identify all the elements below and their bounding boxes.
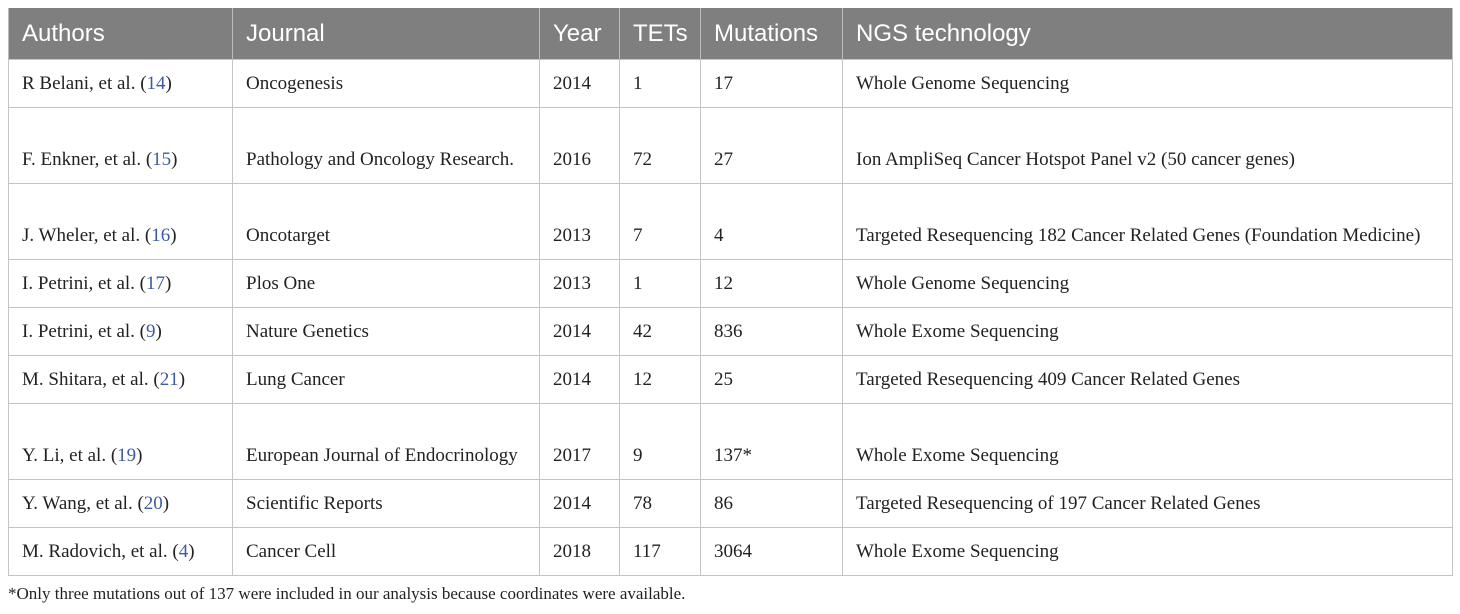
reference-link[interactable]: 9 xyxy=(146,321,156,342)
year-cell: 2016 xyxy=(539,107,620,184)
author-cell: Y. Wang, et al. (20) xyxy=(8,479,233,528)
year-cell: 2013 xyxy=(539,259,620,308)
journal-cell: European Journal of Endocrinology xyxy=(232,403,540,480)
year-cell: 2017 xyxy=(539,403,620,480)
author-name: I. Petrini, et al. xyxy=(22,321,135,342)
tets-cell: 12 xyxy=(619,355,701,404)
author-name: F. Enkner, et al. xyxy=(22,149,142,170)
studies-table: Authors Journal Year TETs Mutations NGS … xyxy=(8,8,1453,576)
tets-cell: 78 xyxy=(619,479,701,528)
year-cell: 2014 xyxy=(539,59,620,108)
ngs-cell: Targeted Resequencing 182 Cancer Related… xyxy=(842,183,1453,260)
mutations-cell: 3064 xyxy=(700,527,843,576)
tets-cell: 1 xyxy=(619,59,701,108)
author-name: Y. Wang, et al. xyxy=(22,493,133,514)
journal-cell: Pathology and Oncology Research. xyxy=(232,107,540,184)
year-cell: 2013 xyxy=(539,183,620,260)
table-row: M. Radovich, et al. (4) Cancer Cell 2018… xyxy=(8,527,1453,576)
author-cell: I. Petrini, et al. (17) xyxy=(8,259,233,308)
reference-link[interactable]: 21 xyxy=(159,369,179,390)
author-cell: R Belani, et al. (14) xyxy=(8,59,233,108)
header-year: Year xyxy=(539,8,620,60)
ngs-cell: Whole Genome Sequencing xyxy=(842,59,1453,108)
author-name: J. Wheler, et al. xyxy=(22,225,141,246)
author-cell: J. Wheler, et al. (16) xyxy=(8,183,233,260)
author-cell: M. Shitara, et al. (21) xyxy=(8,355,233,404)
mutations-cell: 17 xyxy=(700,59,843,108)
year-cell: 2014 xyxy=(539,355,620,404)
ngs-cell: Whole Exome Sequencing xyxy=(842,403,1453,480)
ngs-cell: Targeted Resequencing 409 Cancer Related… xyxy=(842,355,1453,404)
author-name: R Belani, et al. xyxy=(22,73,136,94)
table-row: Y. Wang, et al. (20) Scientific Reports … xyxy=(8,479,1453,528)
journal-cell: Lung Cancer xyxy=(232,355,540,404)
journal-cell: Oncotarget xyxy=(232,183,540,260)
author-name: M. Shitara, et al. xyxy=(22,369,149,390)
tets-cell: 9 xyxy=(619,403,701,480)
reference-link[interactable]: 4 xyxy=(178,541,189,562)
reference-link[interactable]: 20 xyxy=(143,493,163,514)
table-footnote: *Only three mutations out of 137 were in… xyxy=(8,584,686,603)
header-tets: TETs xyxy=(619,8,701,60)
mutations-cell: 12 xyxy=(700,259,843,308)
reference-link[interactable]: 14 xyxy=(146,73,166,94)
author-cell: I. Petrini, et al. (9) xyxy=(8,307,233,356)
mutations-cell: 86 xyxy=(700,479,843,528)
author-name: I. Petrini, et al. xyxy=(22,273,135,294)
year-cell: 2014 xyxy=(539,307,620,356)
ngs-cell: Whole Exome Sequencing xyxy=(842,307,1453,356)
tets-cell: 72 xyxy=(619,107,701,184)
header-mutations: Mutations xyxy=(700,8,843,60)
ngs-cell: Ion AmpliSeq Cancer Hotspot Panel v2 (50… xyxy=(842,107,1453,184)
table-row: F. Enkner, et al. (15) Pathology and Onc… xyxy=(8,107,1453,184)
header-ngs-technology: NGS technology xyxy=(842,8,1453,60)
journal-cell: Scientific Reports xyxy=(232,479,540,528)
journal-cell: Plos One xyxy=(232,259,540,308)
author-cell: M. Radovich, et al. (4) xyxy=(8,527,233,576)
tets-cell: 42 xyxy=(619,307,701,356)
mutations-cell: 25 xyxy=(700,355,843,404)
table-row: Y. Li, et al. (19) European Journal of E… xyxy=(8,403,1453,480)
author-name: M. Radovich, et al. xyxy=(22,541,168,562)
table-row: J. Wheler, et al. (16) Oncotarget 2013 7… xyxy=(8,183,1453,260)
journal-cell: Cancer Cell xyxy=(232,527,540,576)
year-cell: 2014 xyxy=(539,479,620,528)
mutations-cell: 4 xyxy=(700,183,843,260)
author-cell: F. Enkner, et al. (15) xyxy=(8,107,233,184)
reference-link[interactable]: 16 xyxy=(151,225,171,246)
mutations-cell: 137* xyxy=(700,403,843,480)
header-row: Authors Journal Year TETs Mutations NGS … xyxy=(8,8,1453,60)
reference-link[interactable]: 19 xyxy=(117,445,137,466)
tets-cell: 1 xyxy=(619,259,701,308)
author-cell: Y. Li, et al. (19) xyxy=(8,403,233,480)
table-row: I. Petrini, et al. (9) Nature Genetics 2… xyxy=(8,307,1453,356)
header-authors: Authors xyxy=(8,8,233,60)
mutations-cell: 27 xyxy=(700,107,843,184)
table-header: Authors Journal Year TETs Mutations NGS … xyxy=(8,8,1453,60)
ngs-cell: Whole Exome Sequencing xyxy=(842,527,1453,576)
mutations-cell: 836 xyxy=(700,307,843,356)
table-row: I. Petrini, et al. (17) Plos One 2013 1 … xyxy=(8,259,1453,308)
journal-cell: Oncogenesis xyxy=(232,59,540,108)
table-body: R Belani, et al. (14) Oncogenesis 2014 1… xyxy=(8,59,1453,576)
ngs-cell: Whole Genome Sequencing xyxy=(842,259,1453,308)
reference-link[interactable]: 17 xyxy=(146,273,165,294)
header-journal: Journal xyxy=(232,8,540,60)
ngs-cell: Targeted Resequencing of 197 Cancer Rela… xyxy=(842,479,1453,528)
author-name: Y. Li, et al. xyxy=(22,445,107,466)
table-row: M. Shitara, et al. (21) Lung Cancer 2014… xyxy=(8,355,1453,404)
table-row: R Belani, et al. (14) Oncogenesis 2014 1… xyxy=(8,59,1453,108)
reference-link[interactable]: 15 xyxy=(152,149,172,170)
table-container: Authors Journal Year TETs Mutations NGS … xyxy=(8,8,1453,576)
year-cell: 2018 xyxy=(539,527,620,576)
tets-cell: 7 xyxy=(619,183,701,260)
journal-cell: Nature Genetics xyxy=(232,307,540,356)
tets-cell: 117 xyxy=(619,527,701,576)
